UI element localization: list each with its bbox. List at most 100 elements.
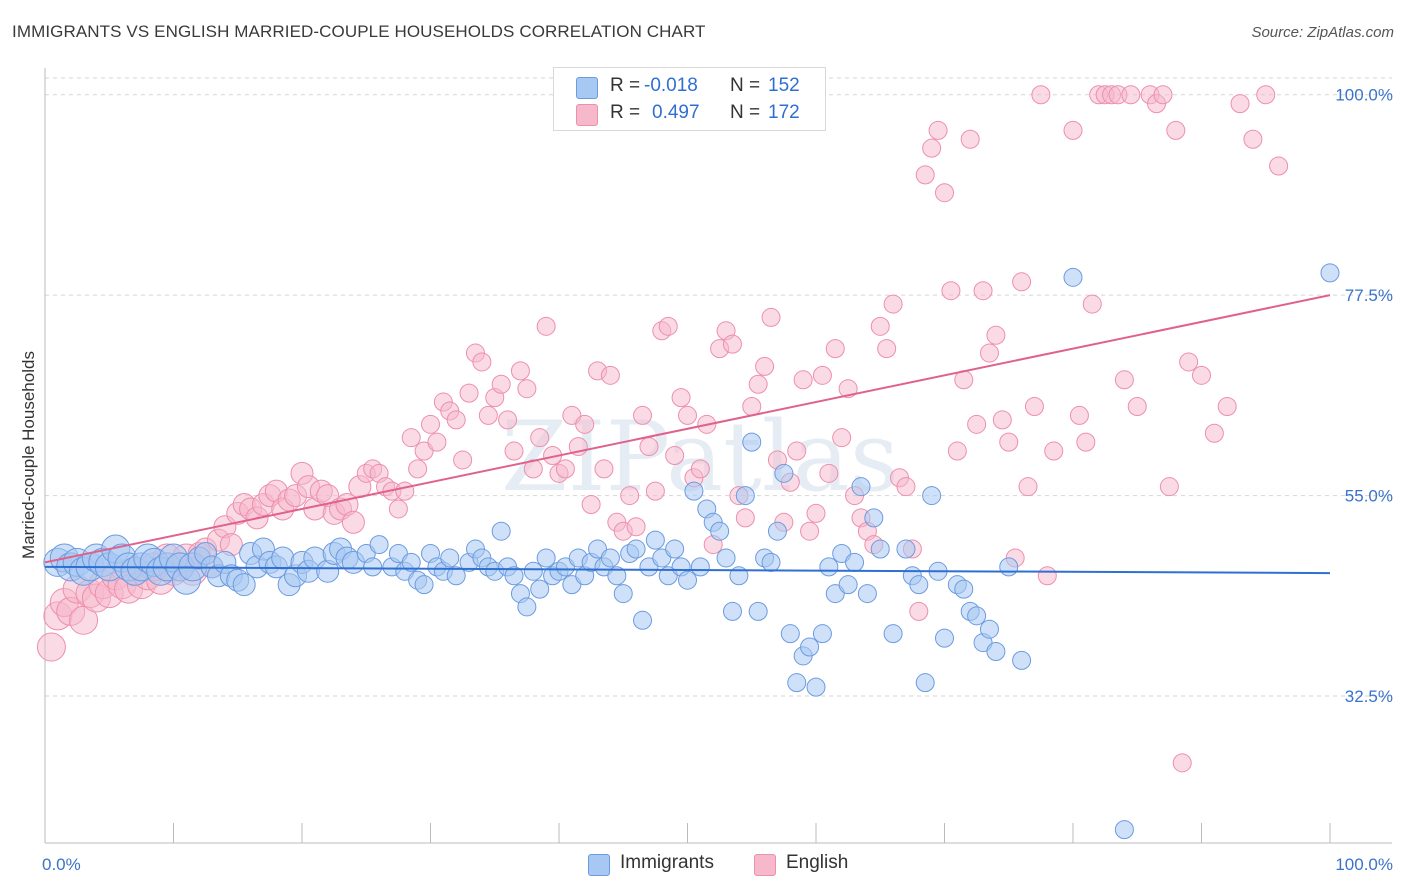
english-point (395, 481, 415, 501)
english-point (1217, 397, 1237, 417)
english-point (722, 334, 742, 354)
legend-n-value: 172 (768, 102, 800, 123)
x-tick-label: 100.0% (1335, 855, 1393, 874)
legend-r-value: -0.018 (644, 75, 698, 96)
english-point (947, 441, 967, 461)
english-points (36, 85, 1289, 773)
english-point (825, 339, 845, 359)
english-point (1063, 120, 1083, 140)
immigrants-point (414, 575, 434, 595)
english-point (665, 446, 685, 465)
english-point (1114, 370, 1134, 390)
english-point (1179, 352, 1199, 372)
english-point (742, 397, 762, 417)
english-legend-swatch (754, 854, 776, 876)
y-axis-label: Married-couple Households (19, 351, 38, 559)
immigrants-point (864, 508, 884, 528)
immigrants-point (857, 584, 877, 604)
english-point (575, 414, 595, 434)
immigrants-point (896, 539, 916, 559)
english-point (973, 281, 993, 301)
english-point (658, 316, 678, 336)
immigrants-point (684, 481, 704, 501)
english-point (761, 307, 781, 327)
english-point (1159, 477, 1179, 497)
y-tick-label: 32.5% (1345, 687, 1393, 706)
english-point (877, 339, 897, 359)
english-point (915, 165, 935, 185)
immigrants-point (1320, 263, 1340, 283)
immigrants-legend-swatch (588, 854, 610, 876)
english-point (671, 388, 691, 408)
chart-title: IMMIGRANTS VS ENGLISH MARRIED-COUPLE HOU… (12, 22, 706, 41)
immigrants-point (774, 463, 794, 483)
english-point (812, 365, 832, 385)
immigrants-point (1012, 650, 1032, 670)
english-legend-label: English (786, 852, 849, 873)
immigrants-point (530, 579, 550, 599)
immigrants-point (967, 606, 987, 626)
immigrants-point (1114, 820, 1134, 840)
immigrants-point (645, 530, 665, 550)
english-point (935, 183, 954, 203)
english-point (498, 410, 518, 430)
immigrants-point (812, 624, 832, 644)
immigrants-point (678, 570, 697, 590)
legend-n-value: 152 (768, 75, 800, 96)
english-point (1230, 94, 1250, 114)
english-point (678, 405, 697, 425)
english-point (755, 356, 775, 376)
source-credit: Source: ZipAtlas.com (1251, 24, 1394, 41)
immigrants-point (986, 641, 1006, 661)
immigrants-point (504, 566, 524, 586)
x-tick-label: 0.0% (42, 855, 81, 874)
gridlines (45, 77, 1392, 697)
immigrants-point (626, 539, 646, 559)
immigrants-point (742, 432, 762, 452)
english-point (1204, 423, 1224, 443)
english-point (1153, 85, 1173, 105)
english-point (941, 281, 961, 301)
english-point (986, 325, 1006, 345)
immigrants-point (787, 673, 807, 693)
english-point (453, 450, 473, 470)
trend-lines (44, 294, 1331, 575)
english-point (341, 510, 365, 534)
english-point (459, 383, 479, 403)
immigrants-point (536, 548, 556, 568)
legend-r-value: 0.497 (652, 102, 700, 123)
legend-r-label: R = (610, 102, 641, 123)
english-point (446, 410, 466, 430)
immigrants-point (819, 557, 839, 577)
english-swatch (576, 104, 598, 126)
immigrants-point (922, 486, 942, 506)
english-point (1082, 294, 1102, 314)
stats-legend: R = -0.018 N = 152 R = 0.497 N = 172 (553, 67, 826, 131)
english-point (748, 374, 768, 394)
english-point (896, 477, 916, 497)
english-point (1024, 397, 1044, 417)
english-point (928, 120, 948, 140)
english-point (979, 343, 999, 363)
axes (44, 68, 1392, 844)
immigrants-point (954, 579, 974, 599)
english-point (690, 459, 710, 479)
immigrants-point (729, 566, 749, 586)
legend-n-label: N = (730, 102, 761, 123)
english-point (594, 459, 614, 479)
english-point (478, 405, 498, 425)
english-point (510, 361, 530, 381)
immigrants-point (999, 557, 1019, 577)
english-point (491, 374, 511, 394)
english-point (1037, 566, 1057, 586)
english-point (1069, 405, 1089, 425)
english-point (427, 432, 447, 452)
english-point (626, 517, 646, 537)
english-point (787, 441, 807, 461)
immigrants-point (690, 557, 710, 577)
english-point (530, 428, 550, 448)
immigrants-legend-label: Immigrants (620, 852, 714, 873)
english-point (1256, 85, 1276, 105)
immigrants-point (851, 477, 871, 497)
